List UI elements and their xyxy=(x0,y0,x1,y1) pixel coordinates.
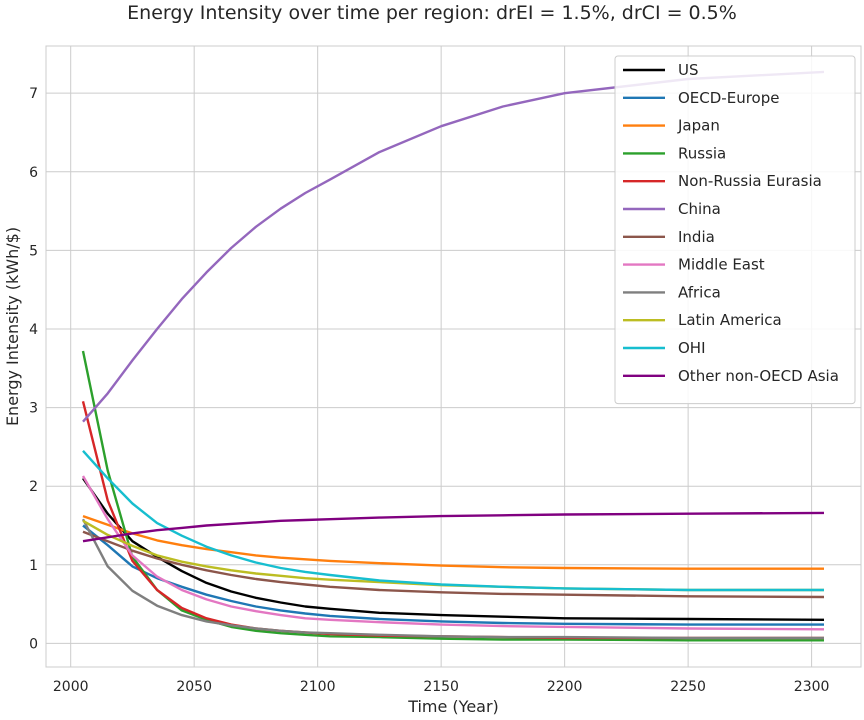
series-line-oecd-europe xyxy=(82,524,824,626)
legend-label-oecd-europe: OECD-Europe xyxy=(678,89,779,107)
y-tick-label: 3 xyxy=(29,401,38,417)
legend-label-china: China xyxy=(678,200,721,218)
series-line-ohi xyxy=(82,449,824,592)
legend: US OECD-Europe Japan Russia Non-Russia Euras… xyxy=(614,55,856,405)
x-axis: 2000 2050 2100 2150 2200 2250 2300 xyxy=(53,679,830,695)
legend-label-russia: Russia xyxy=(678,144,726,162)
series-line-china xyxy=(82,70,825,423)
y-tick-label: 4 xyxy=(29,322,38,338)
x-tick-label: 2050 xyxy=(176,679,212,695)
legend-label-us: US xyxy=(678,61,699,79)
x-tick-label: 2000 xyxy=(53,679,89,695)
y-axis: 0 1 2 3 4 5 6 7 xyxy=(29,86,38,652)
series-line-india xyxy=(82,530,825,599)
legend-label-japan: Japan xyxy=(677,117,720,135)
series-line-middle-east xyxy=(81,475,825,631)
chart-title: Energy Intensity over time per region: d… xyxy=(127,2,737,24)
x-axis-label: Time (Year) xyxy=(407,697,499,716)
series-line-africa xyxy=(81,518,824,640)
y-tick-label: 6 xyxy=(29,165,38,181)
series-lines xyxy=(81,70,825,642)
y-axis-label: Energy Intensity (kWh/$) xyxy=(3,227,22,426)
legend-label-india: India xyxy=(678,228,715,246)
x-tick-label: 2300 xyxy=(794,679,830,695)
series-line-other-non-oecd-asia xyxy=(82,511,825,543)
legend-label-middle-east: Middle East xyxy=(678,256,765,274)
y-tick-label: 5 xyxy=(29,243,38,259)
y-tick-label: 7 xyxy=(29,86,38,102)
y-tick-label: 2 xyxy=(29,479,38,495)
legend-label-latin-america: Latin America xyxy=(678,311,782,329)
x-tick-label: 2200 xyxy=(547,679,583,695)
series-line-japan xyxy=(82,514,824,570)
y-tick-label: 1 xyxy=(29,558,38,574)
y-tick-label: 0 xyxy=(29,636,38,652)
legend-label-africa: Africa xyxy=(678,283,721,301)
x-tick-label: 2250 xyxy=(670,679,706,695)
legend-box xyxy=(614,55,856,405)
x-tick-label: 2150 xyxy=(423,679,459,695)
x-tick-label: 2100 xyxy=(300,679,336,695)
plot-area xyxy=(45,45,862,668)
legend-label-other-non-oecd-asia: Other non-OECD Asia xyxy=(678,367,839,385)
legend-label-ohi: OHI xyxy=(678,339,706,357)
legend-label-non-russia-eurasia: Non-Russia Eurasia xyxy=(678,172,822,190)
